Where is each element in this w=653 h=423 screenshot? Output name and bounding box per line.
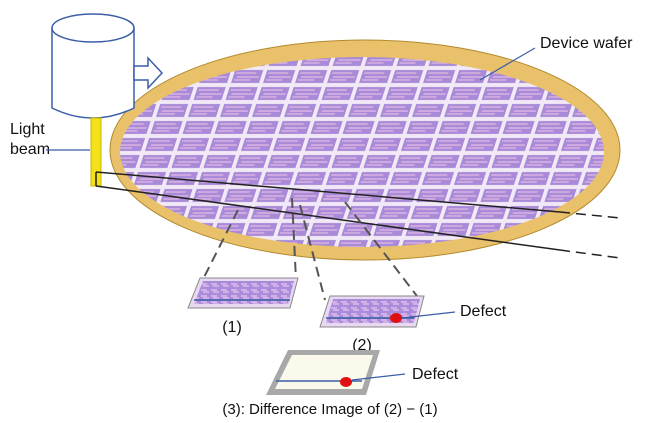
difference-image: [266, 350, 380, 395]
die-2: [320, 296, 424, 327]
label-1: (1): [222, 319, 242, 336]
beam-label: beam: [10, 141, 50, 158]
defect-label: Defect: [412, 366, 459, 383]
wafer-label: Device wafer: [540, 35, 633, 52]
diagram: (1) (2) Defect Defect (3): Difference Im…: [0, 0, 653, 423]
caption: (3): Difference Image of (2) − (1): [222, 401, 437, 418]
die-1: [188, 278, 298, 308]
defect-label: Defect: [460, 303, 507, 320]
light-label: Light: [10, 121, 45, 138]
